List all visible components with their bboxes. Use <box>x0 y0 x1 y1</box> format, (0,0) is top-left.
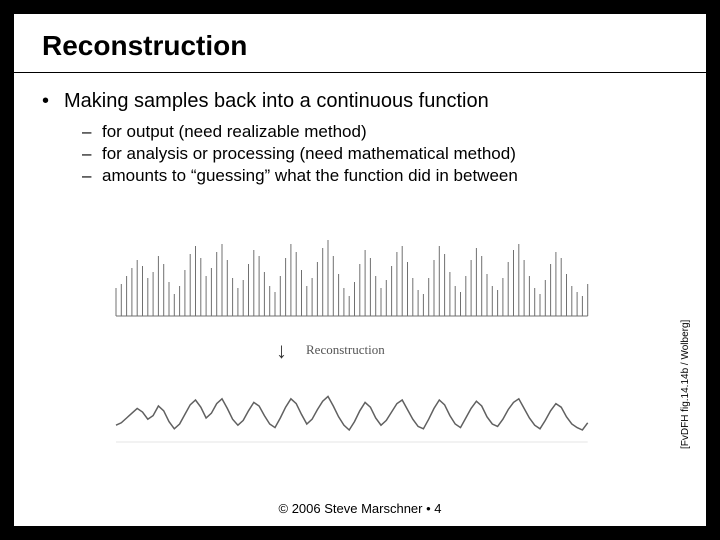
arrow-down-icon: ↓ <box>276 338 287 364</box>
slide-title: Reconstruction <box>42 30 247 62</box>
bullet-text: Making samples back into a continuous fu… <box>64 90 489 113</box>
sub-text: for output (need realizable method) <box>102 122 367 142</box>
divider <box>14 72 706 73</box>
sub-bullet-0: – for output (need realizable method) <box>82 122 367 142</box>
bullet-marker: • <box>42 90 64 113</box>
sub-marker: – <box>82 122 102 142</box>
sub-bullet-1: – for analysis or processing (need mathe… <box>82 144 516 164</box>
bullet-main: • Making samples back into a continuous … <box>42 90 489 113</box>
sub-marker: – <box>82 144 102 164</box>
sub-bullet-2: – amounts to “guessing” what the functio… <box>82 166 518 186</box>
figure-svg <box>106 210 606 470</box>
figure-label: Reconstruction <box>306 342 385 358</box>
sub-text: for analysis or processing (need mathema… <box>102 144 516 164</box>
footer-copyright: © 2006 Steve Marschner • <box>279 501 435 516</box>
slide-footer: © 2006 Steve Marschner • 4 <box>14 501 706 516</box>
footer-page: 4 <box>434 501 441 516</box>
citation: [FvDFH fig.14.14b / Wolberg] <box>680 304 692 464</box>
sub-marker: – <box>82 166 102 186</box>
sub-text: amounts to “guessing” what the function … <box>102 166 518 186</box>
reconstruction-figure: ↓ Reconstruction <box>106 210 606 470</box>
slide: Reconstruction • Making samples back int… <box>14 14 706 526</box>
